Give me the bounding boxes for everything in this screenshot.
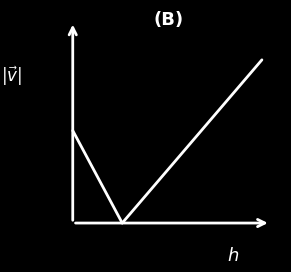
Text: $h$: $h$	[227, 247, 239, 265]
Text: (B): (B)	[154, 11, 184, 29]
Text: $|\vec{v}|$: $|\vec{v}|$	[1, 64, 22, 88]
